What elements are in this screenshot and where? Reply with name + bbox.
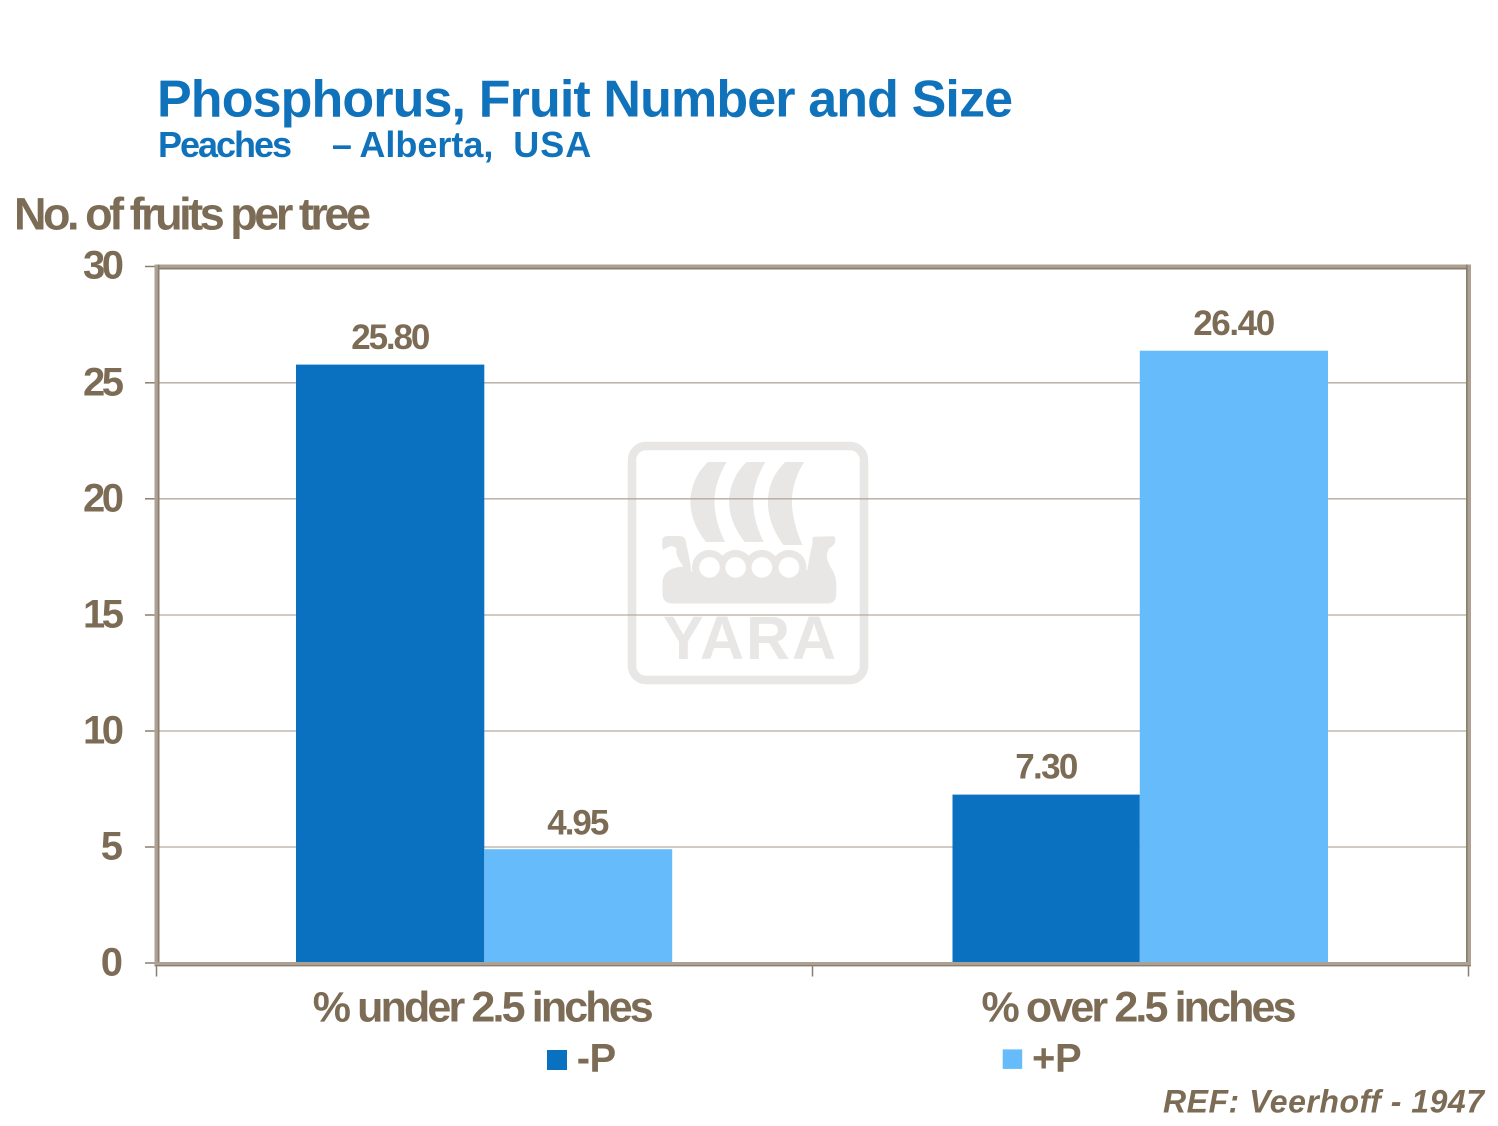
svg-text:+: + bbox=[1032, 1037, 1055, 1081]
svg-text:P: P bbox=[590, 1037, 617, 1081]
svg-text:7.30: 7.30 bbox=[1015, 747, 1078, 786]
svg-text:Phosphorus, Fruit Number and S: Phosphorus, Fruit Number and Size bbox=[157, 71, 1013, 129]
svg-text:–: – bbox=[332, 124, 352, 165]
svg-text:0: 0 bbox=[101, 941, 123, 985]
svg-text:10: 10 bbox=[83, 709, 124, 753]
svg-text:Alberta,: Alberta, bbox=[359, 124, 493, 165]
svg-text:YARA: YARA bbox=[663, 604, 836, 672]
svg-text:No. of fruits per tree: No. of fruits per tree bbox=[14, 188, 371, 239]
svg-text:26.40: 26.40 bbox=[1193, 304, 1275, 343]
svg-text:5: 5 bbox=[101, 825, 123, 869]
svg-text:-: - bbox=[577, 1037, 590, 1081]
svg-text:15: 15 bbox=[83, 593, 124, 637]
svg-text:Peaches: Peaches bbox=[158, 124, 292, 165]
svg-text:% over 2.5 inches: % over 2.5 inches bbox=[982, 984, 1297, 1032]
svg-text:% under 2.5 inches: % under 2.5 inches bbox=[313, 984, 654, 1032]
svg-text:P: P bbox=[1055, 1037, 1082, 1081]
svg-text:25.80: 25.80 bbox=[351, 318, 430, 357]
svg-text:20: 20 bbox=[83, 476, 124, 520]
svg-text:REF: Veerhoff - 1947: REF: Veerhoff - 1947 bbox=[1163, 1083, 1486, 1119]
svg-text:25: 25 bbox=[83, 360, 124, 404]
svg-text:30: 30 bbox=[83, 243, 124, 287]
svg-text:USA: USA bbox=[513, 124, 591, 165]
svg-text:4.95: 4.95 bbox=[547, 803, 609, 842]
